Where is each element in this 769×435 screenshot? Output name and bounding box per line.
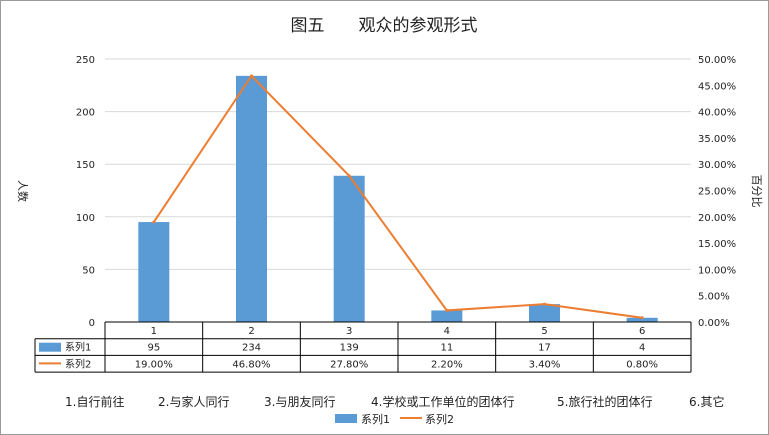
y-tick-label: 100 [76, 213, 95, 224]
grid-lines [105, 58, 691, 270]
category-legend-item: 6.其它 [689, 394, 724, 409]
line-value-label: 3.40% [529, 359, 561, 370]
y2-tick-label: 40.00% [698, 108, 736, 119]
table-series-name: 系列1 [65, 341, 91, 354]
data-table: 1 95 19.00% 2 234 46.80% 3 139 27.80% 4 11 2.20% 5 17… [34, 321, 692, 373]
y2-axis-label: 百分比 [750, 175, 763, 208]
y2-tick-label: 35.00% [698, 134, 736, 145]
y-axis-ticks: 0 50 100 150 200 250 [76, 55, 95, 329]
y2-tick-label: 20.00% [698, 213, 736, 224]
category-legend-item: 1.自行前往 [65, 394, 124, 409]
line-value-label: 27.80% [330, 359, 368, 370]
bar-value-label: 95 [147, 343, 160, 354]
bar-series [138, 75, 658, 322]
bar [333, 175, 365, 322]
bar-value-label: 234 [242, 343, 261, 354]
y2-tick-label: 5.00% [698, 292, 730, 303]
x-tick-label: 2 [248, 326, 254, 337]
bar [138, 222, 170, 322]
bar [236, 75, 267, 322]
bar-value-label: 4 [639, 343, 645, 354]
x-tick-label: 3 [346, 326, 352, 337]
legend-label: 系列2 [425, 412, 454, 426]
y2-tick-label: 45.00% [698, 81, 736, 92]
bar [529, 304, 560, 322]
y2-tick-label: 25.00% [698, 187, 736, 198]
line-point [640, 316, 644, 320]
series-legend: 系列1 系列2 [335, 412, 454, 426]
legend-label: 系列1 [361, 412, 390, 426]
bar [431, 310, 463, 322]
line-point [347, 174, 351, 178]
category-legend-item: 4.学校或工作单位的团体行 [371, 394, 514, 409]
x-tick-label: 6 [639, 326, 645, 337]
y2-tick-label: 10.00% [698, 265, 736, 276]
y2-tick-label: 30.00% [698, 160, 736, 171]
category-legend: 1.自行前往 2.与家人同行 3.与朋友同行 4.学校或工作单位的团体行 5.旅行社的团… [65, 394, 724, 409]
series-line [153, 74, 643, 319]
y-axis-label: 人数 [16, 180, 29, 202]
table-key-swatch [39, 342, 61, 352]
line-value-label: 0.80% [626, 359, 658, 370]
line-series [152, 74, 644, 320]
y2-tick-label: 0.00% [698, 318, 730, 329]
bar-value-label: 11 [440, 343, 453, 354]
y2-tick-label: 15.00% [698, 239, 736, 250]
y-tick-label: 150 [76, 160, 95, 171]
y2-axis-ticks: 0.00% 5.00% 10.00% 15.00% 20.00% 25.00% 30.00%… [698, 55, 736, 329]
line-point [445, 308, 449, 312]
y-tick-label: 0 [89, 318, 95, 329]
category-legend-item: 5.旅行社的团体行 [557, 394, 652, 409]
x-tick-label: 4 [444, 326, 450, 337]
legend-swatch [335, 414, 357, 423]
x-tick-label: 1 [151, 326, 157, 337]
x-tick-label: 5 [541, 326, 547, 337]
line-value-label: 46.80% [232, 359, 270, 370]
line-value-label: 2.20% [431, 359, 463, 370]
line-point [543, 302, 546, 306]
y-tick-label: 200 [76, 108, 95, 119]
bar-value-label: 139 [340, 343, 359, 354]
bar-value-label: 17 [538, 343, 551, 354]
chart-title: 图五 观众的参观形式 [291, 16, 478, 36]
y2-tick-label: 50.00% [698, 55, 736, 66]
line-value-label: 19.00% [135, 359, 173, 370]
category-legend-item: 3.与朋友同行 [264, 395, 335, 409]
y-tick-label: 250 [76, 55, 95, 66]
line-point [250, 74, 253, 78]
y-tick-label: 50 [82, 265, 95, 276]
category-legend-item: 2.与家人同行 [158, 394, 229, 409]
bar [626, 317, 658, 322]
line-point [152, 220, 156, 224]
table-series-name: 系列2 [65, 357, 91, 370]
